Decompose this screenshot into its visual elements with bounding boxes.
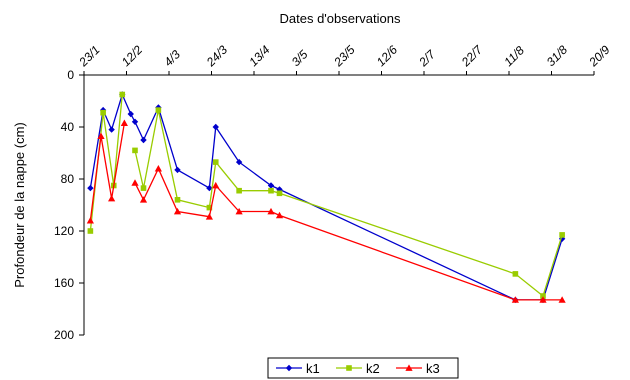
x-tick-label: 13/4: [246, 42, 273, 69]
data-point-k3: [86, 217, 94, 224]
data-point-k3: [558, 296, 566, 303]
data-point-k2: [119, 91, 126, 98]
data-point-k3: [267, 207, 275, 215]
data-point-k1: [212, 123, 219, 131]
data-point-k2: [206, 204, 213, 211]
data-point-k2: [268, 187, 274, 194]
data-point-k3: [108, 194, 116, 202]
data-point-k3: [97, 132, 105, 139]
data-point-k1: [127, 110, 134, 118]
x-tick-label: 12/2: [119, 42, 146, 69]
data-point-k2: [132, 147, 138, 154]
data-point-k1: [108, 126, 115, 133]
data-point-k1: [235, 158, 243, 166]
legend: [267, 357, 459, 379]
data-point-k2: [140, 185, 147, 191]
data-point-k2: [155, 107, 162, 113]
data-point-k1: [206, 184, 213, 192]
data-point-k2: [276, 190, 283, 197]
series-line-k3: [89, 122, 126, 221]
data-point-k3: [154, 165, 162, 172]
data-point-k2: [540, 293, 546, 299]
y-tick-label: 160: [54, 276, 74, 290]
data-point-k1: [131, 118, 139, 125]
data-point-k3: [131, 179, 139, 186]
x-tick-label: 22/7: [458, 42, 486, 70]
legend-label-k3: k3: [426, 361, 440, 376]
data-point-k2: [100, 109, 106, 116]
x-axis-title: Dates d'observations: [280, 11, 401, 26]
data-point-k1: [140, 136, 147, 144]
legend-label-k2: k2: [366, 361, 380, 376]
data-point-k1: [267, 182, 275, 189]
data-point-k2: [87, 228, 94, 234]
legend-label-k1: k1: [306, 361, 320, 376]
data-point-k3: [235, 207, 243, 215]
data-point-k3: [212, 181, 220, 189]
x-tick-label: 31/8: [544, 42, 571, 69]
x-tick-label: 4/3: [161, 47, 183, 69]
data-point-k3: [173, 207, 182, 215]
series-line-k2: [134, 109, 563, 298]
data-point-k1: [87, 184, 94, 192]
x-tick-label: 20/9: [586, 42, 613, 69]
x-tick-label: 2/7: [416, 46, 439, 69]
x-tick-label: 11/8: [501, 43, 527, 69]
x-tick-label: 3/5: [289, 47, 311, 69]
data-point-k3: [511, 296, 519, 303]
legend-marker-k2: [346, 365, 352, 371]
legend-marker-k3: [405, 364, 413, 371]
data-point-k3: [139, 196, 148, 203]
series-line-k3: [134, 167, 563, 301]
data-point-k3: [120, 119, 128, 126]
y-tick-label: 40: [61, 120, 75, 134]
legend-marker-k1: [285, 364, 293, 372]
plot-area: 0 40 80 120 160 200 23/1 12/2 4/3 24/3 13/4 3/5 23/5…: [54, 42, 630, 379]
y-axis-title: Profondeur de la nappe (cm): [12, 122, 27, 287]
y-tick-label: 0: [67, 68, 74, 82]
x-tick-label: 23/5: [331, 42, 358, 69]
y-tick-label: 120: [54, 224, 74, 238]
data-point-k2: [236, 187, 242, 194]
x-tick-label: 12/6: [374, 42, 401, 69]
x-tick-label: 23/1: [76, 43, 103, 70]
data-point-k1: [174, 166, 181, 174]
data-point-k2: [212, 159, 219, 165]
data-point-k3: [275, 211, 284, 219]
y-tick-label: 200: [54, 328, 74, 342]
data-point-k3: [205, 213, 213, 220]
y-tick-label: 80: [61, 172, 75, 186]
x-tick-label: 10/: [629, 46, 630, 69]
data-point-k2: [512, 271, 519, 277]
data-point-k2: [174, 197, 181, 203]
data-point-k3: [539, 296, 547, 303]
x-tick-label: 24/3: [203, 42, 230, 69]
data-point-k2: [559, 232, 565, 238]
